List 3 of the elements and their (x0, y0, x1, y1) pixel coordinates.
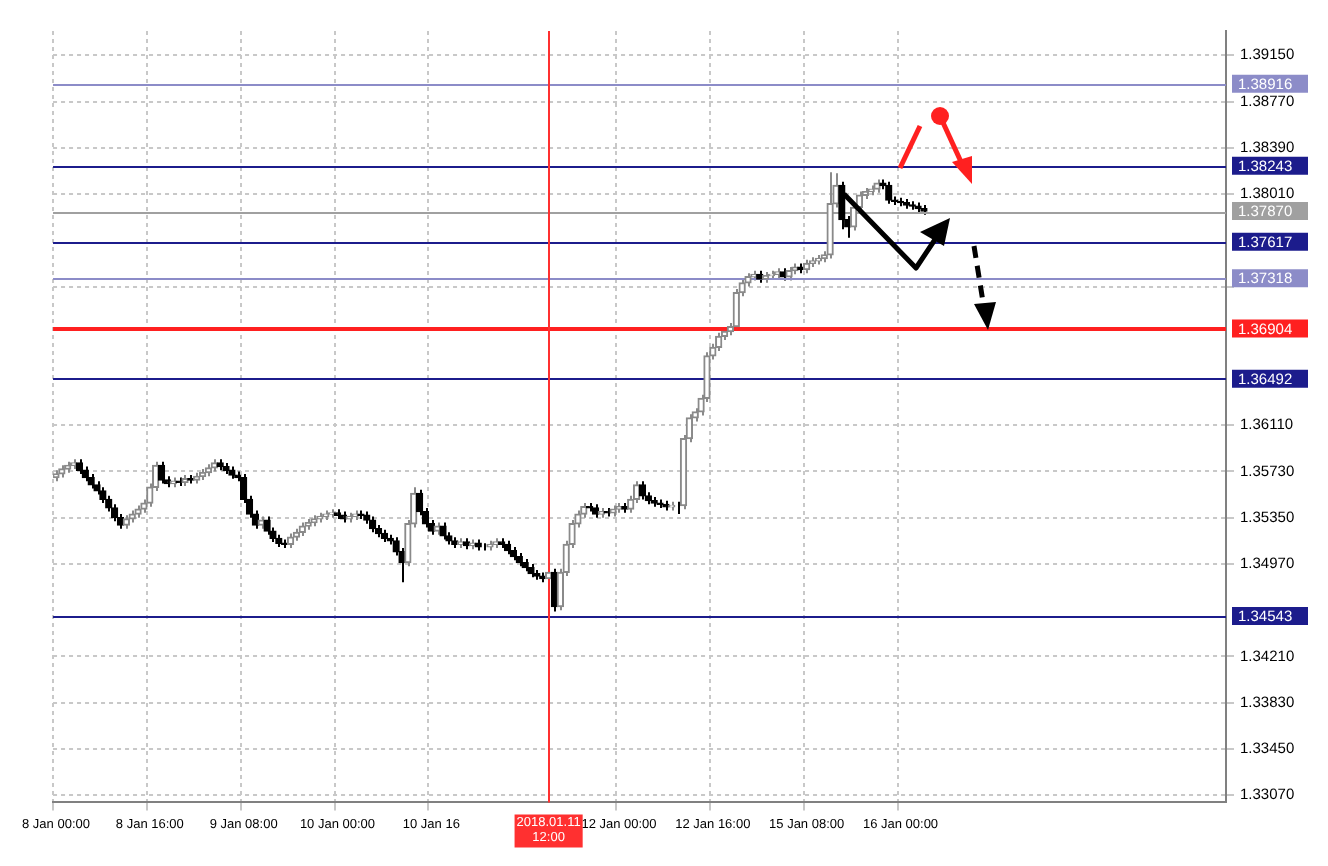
candlestick (157, 460, 166, 485)
candlestick (885, 180, 893, 205)
candlestick (838, 180, 846, 231)
